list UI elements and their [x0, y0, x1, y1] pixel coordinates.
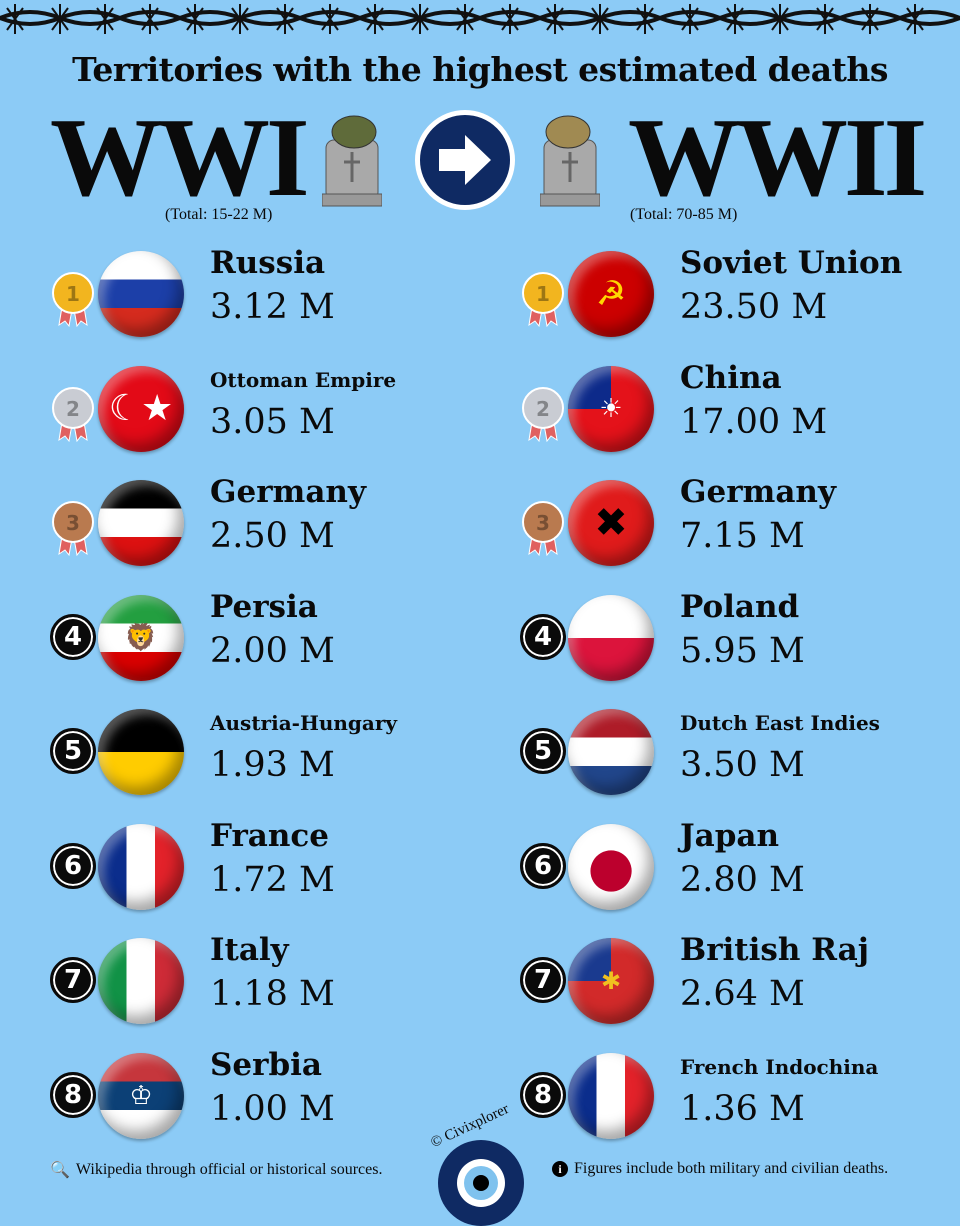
gold-medal-icon: 1: [52, 272, 94, 327]
source-note: 🔍 Wikipedia through official or historic…: [50, 1161, 383, 1179]
british-raj-flag-icon: ✱: [568, 938, 654, 1024]
territory-name: Persia: [210, 588, 318, 625]
territory-name: Dutch East Indies: [680, 711, 880, 735]
page-title: Territories with the highest estimated d…: [72, 50, 888, 89]
svg-text:2: 2: [536, 397, 550, 421]
persia-flag-icon: 🦁: [98, 594, 184, 681]
death-count: 3.05 M: [210, 401, 335, 442]
figures-note: i Figures include both military and civi…: [552, 1160, 888, 1178]
barbed-wire-decoration: [0, 4, 960, 34]
death-count: 1.18 M: [210, 974, 335, 1014]
territory-name: Italy: [210, 932, 289, 968]
bronze-medal-icon: 3: [52, 501, 94, 556]
death-count: 2.64 M: [680, 974, 805, 1014]
rank-badge: 5: [520, 728, 566, 774]
territory-name: China: [680, 359, 782, 396]
death-count: 2.50 M: [210, 516, 335, 556]
territory-name: France: [210, 817, 330, 854]
death-count: 3.12 M: [210, 287, 335, 327]
rank-badge: 7: [50, 957, 96, 1003]
death-count: 2.00 M: [210, 630, 335, 671]
svg-text:1: 1: [66, 282, 80, 306]
death-count: 1.36 M: [680, 1088, 805, 1129]
territory-name: Serbia: [210, 1046, 322, 1083]
wwii-gravestone-icon: [539, 110, 601, 208]
rank-badge: 4: [520, 613, 566, 660]
netherlands-flag-icon: [568, 709, 654, 795]
territory-name: Ottoman Empire: [210, 367, 397, 392]
rank-badge: 5: [50, 728, 96, 774]
poland-flag-icon: [568, 594, 654, 681]
austria-hungary-flag-icon: [98, 709, 184, 795]
italy-flag-icon: ✚: [98, 938, 184, 1024]
nazi-germany-flag-icon: ✖: [568, 480, 654, 566]
rank-badge: 6: [50, 842, 96, 889]
wwi-total: (Total: 15-22 M): [165, 206, 273, 223]
territory-name: French Indochina: [680, 1054, 879, 1079]
territory-name: Germany: [680, 474, 836, 510]
territory-name: Poland: [680, 588, 800, 625]
russia-flag-icon: [98, 251, 184, 337]
ottoman-flag-icon: ☾★: [98, 365, 184, 452]
magnifier-icon: 🔍: [50, 1162, 70, 1179]
death-count: 2.80 M: [680, 859, 805, 900]
death-count: 1.00 M: [210, 1088, 335, 1129]
arrow-right-icon: [415, 110, 515, 210]
territory-name: British Raj: [680, 932, 869, 968]
death-count: 23.50 M: [680, 287, 828, 327]
death-count: 5.95 M: [680, 630, 805, 671]
territory-name: Russia: [210, 245, 326, 281]
death-count: 7.15 M: [680, 516, 805, 556]
gold-medal-icon: 1: [522, 272, 564, 327]
silver-medal-icon: 2: [522, 386, 564, 442]
death-count: 1.72 M: [210, 859, 335, 900]
wwi-heading: WWI: [50, 96, 310, 220]
rank-badge: 7: [520, 957, 566, 1003]
rank-badge: 6: [520, 842, 566, 889]
info-icon: i: [552, 1161, 568, 1177]
rank-badge: 8: [520, 1071, 566, 1118]
wwii-heading: WWII: [628, 96, 927, 220]
japan-flag-icon: ●: [568, 823, 654, 910]
svg-text:1: 1: [536, 282, 550, 306]
france-flag-icon: [98, 823, 184, 910]
territory-name: Soviet Union: [680, 245, 903, 281]
wwi-gravestone-icon: [321, 110, 383, 208]
death-count: 3.50 M: [680, 745, 805, 785]
svg-text:3: 3: [536, 511, 550, 535]
wwii-total: (Total: 70-85 M): [630, 206, 738, 223]
territory-name: Germany: [210, 474, 366, 510]
death-count: 17.00 M: [680, 401, 828, 442]
german-empire-flag-icon: [98, 480, 184, 566]
territory-name: Austria-Hungary: [210, 711, 398, 735]
rank-badge: 8: [50, 1071, 96, 1118]
bronze-medal-icon: 3: [522, 501, 564, 556]
svg-text:3: 3: [66, 511, 80, 535]
svg-text:2: 2: [66, 397, 80, 421]
territory-name: Japan: [680, 817, 780, 854]
rank-badge: 4: [50, 613, 96, 660]
france-flag-icon: [568, 1052, 654, 1139]
silver-medal-icon: 2: [52, 386, 94, 442]
death-count: 1.93 M: [210, 745, 335, 785]
civixplorer-logo: [438, 1140, 524, 1226]
soviet-flag-icon: ☭: [568, 251, 654, 337]
china-flag-icon: ☀: [568, 365, 654, 452]
serbia-flag-icon: ♔: [98, 1052, 184, 1139]
